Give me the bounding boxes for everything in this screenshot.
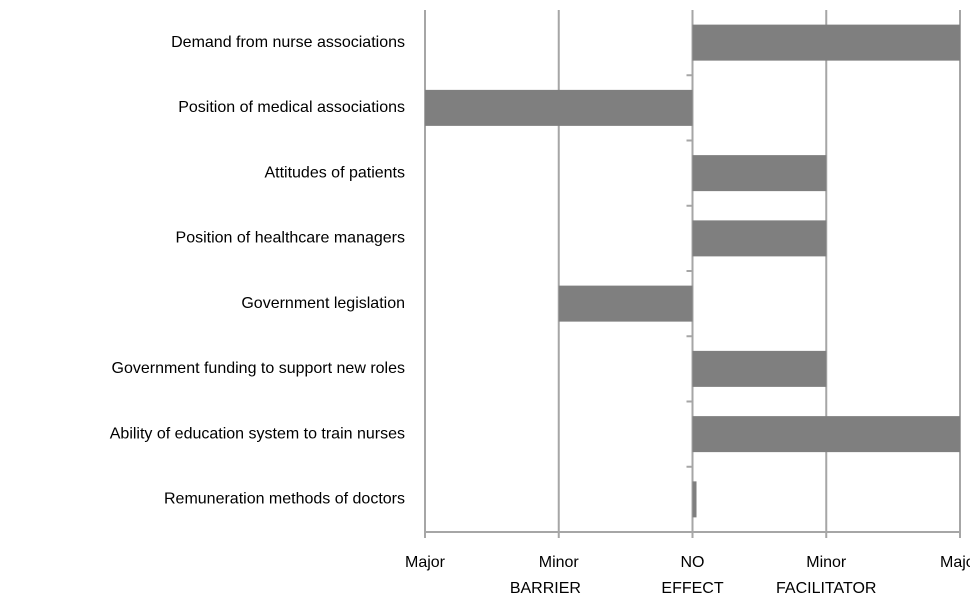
bar <box>558 285 693 322</box>
y-tick-label: Demand from nurse associations <box>171 34 405 51</box>
x-group-label: FACILITATOR <box>776 580 876 597</box>
y-tick-label: Position of medical associations <box>178 99 405 116</box>
x-group-label: EFFECT <box>661 580 723 597</box>
x-tick-label: Minor <box>539 554 580 571</box>
x-tick-label: Major <box>405 554 446 571</box>
y-tick-label: Position of healthcare managers <box>176 230 405 247</box>
y-tick-label: Ability of education system to train nur… <box>110 425 405 442</box>
x-group-label: BARRIER <box>510 580 581 597</box>
x-tick-label: NO <box>681 554 705 571</box>
bar <box>692 220 827 257</box>
y-tick-label: Government funding to support new roles <box>112 360 406 377</box>
bar <box>692 155 827 192</box>
bar <box>692 481 697 518</box>
y-tick-label: Remuneration methods of doctors <box>164 491 405 508</box>
bar <box>692 416 960 453</box>
x-tick-label: Minor <box>806 554 847 571</box>
y-tick-label: Government legislation <box>241 295 405 312</box>
x-tick-label: Major <box>940 554 970 571</box>
y-tick-label: Attitudes of patients <box>264 164 405 181</box>
bar <box>692 350 827 387</box>
bar <box>425 89 693 126</box>
bar <box>692 24 960 61</box>
